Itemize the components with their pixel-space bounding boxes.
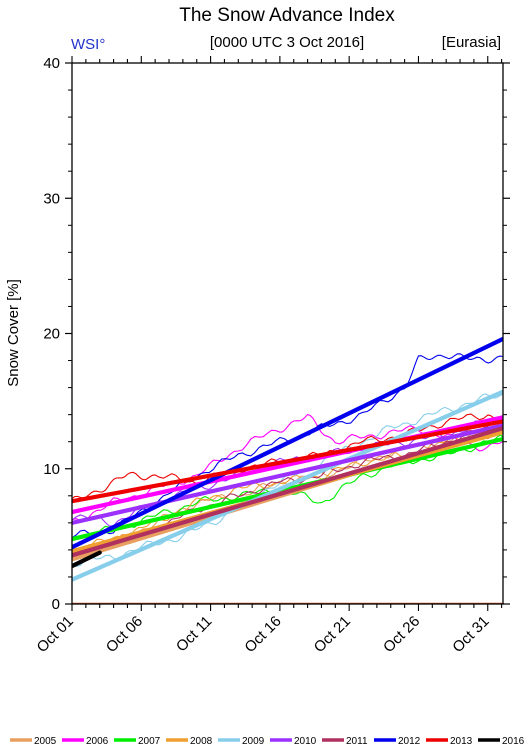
- legend-label-2008: 2008: [190, 736, 213, 747]
- x-tick-label: Oct 21: [311, 613, 354, 656]
- legend-label-2005: 2005: [34, 736, 57, 747]
- wsi-label: WSI°: [71, 36, 105, 53]
- y-tick-label: 20: [43, 326, 60, 343]
- series-2010-trend-line: [72, 423, 503, 525]
- chart-title: The Snow Advance Index: [179, 5, 395, 26]
- legend-label-2016: 2016: [502, 736, 525, 747]
- legend-label-2010: 2010: [294, 736, 317, 747]
- series-2009-trend-line: [72, 389, 503, 582]
- y-tick-label: 40: [43, 55, 60, 72]
- x-tick-label: Oct 26: [380, 613, 423, 656]
- series-2011-trend-line: [72, 426, 503, 558]
- series-2012-trend-line: [72, 336, 503, 550]
- legend-label-2007: 2007: [138, 736, 161, 747]
- x-tick-label: Oct 06: [103, 613, 146, 656]
- series-2016-trend-line: [72, 550, 102, 569]
- x-tick-label: Oct 11: [173, 613, 215, 655]
- x-tick-label: Oct 01: [34, 613, 77, 656]
- y-tick-label: 30: [43, 190, 60, 207]
- legend-label-2012: 2012: [398, 736, 421, 747]
- legend: 2005 2006 2007 2008 2009 2010 2011 2012 2013 2016: [10, 736, 525, 747]
- legend-label-2009: 2009: [242, 736, 265, 747]
- legend-label-2013: 2013: [450, 736, 473, 747]
- legend-label-2006: 2006: [86, 736, 109, 747]
- legend-label-2011: 2011: [346, 736, 368, 747]
- series-2007-trend-line: [72, 436, 503, 542]
- region-label: [Eurasia]: [442, 34, 501, 51]
- series-2013-trend-line: [72, 419, 503, 504]
- y-axis-label: Snow Cover [%]: [5, 279, 22, 387]
- trend-series-layer: [72, 336, 503, 604]
- date-label: [0000 UTC 3 Oct 2016]: [210, 34, 364, 51]
- y-tick-label: 10: [43, 461, 60, 478]
- x-tick-label: Oct 31: [449, 613, 492, 656]
- y-tick-label: 0: [52, 596, 60, 613]
- x-tick-label: Oct 16: [241, 613, 284, 656]
